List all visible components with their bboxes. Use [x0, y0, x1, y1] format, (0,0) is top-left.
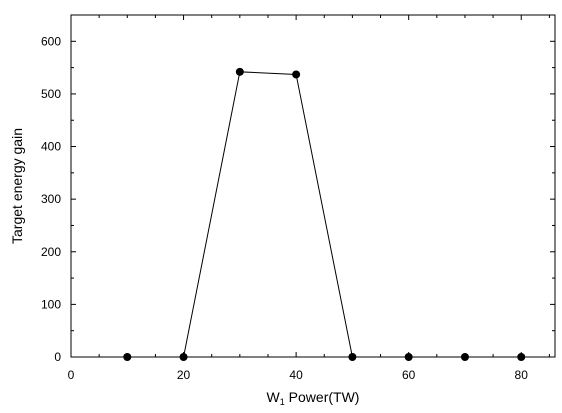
x-tick-label: 60: [402, 368, 416, 382]
x-tick-label: 40: [289, 368, 303, 382]
x-axis-title-subscript: 1: [280, 397, 285, 407]
data-series: [123, 67, 526, 361]
data-point: [179, 353, 188, 361]
data-point: [517, 353, 526, 361]
x-axis-title: W1 Power(TW): [267, 389, 360, 407]
y-ticks: 0 100 200 300 400 500 600: [41, 14, 555, 364]
x-ticks: 0 20 40 60 80: [68, 15, 550, 382]
y-tick-label: 200: [41, 245, 61, 259]
y-tick-label: 0: [54, 350, 61, 364]
data-point: [292, 70, 301, 79]
data-point: [235, 67, 244, 76]
data-point: [404, 353, 413, 361]
y-tick-label: 600: [41, 34, 61, 48]
y-tick-label: 400: [41, 140, 61, 154]
x-tick-label: 80: [515, 368, 529, 382]
x-axis-title-suffix: Power(TW): [285, 389, 360, 405]
plot-frame: [70, 14, 556, 358]
y-tick-label: 500: [41, 87, 61, 101]
y-axis-title: Target energy gain: [9, 128, 25, 244]
x-tick-label: 20: [177, 368, 191, 382]
data-point: [348, 353, 357, 361]
x-tick-label: 0: [68, 368, 75, 382]
series-line: [127, 71, 522, 358]
data-point: [123, 353, 132, 361]
data-point: [460, 353, 469, 361]
y-tick-label: 100: [41, 297, 61, 311]
y-tick-label: 300: [41, 192, 61, 206]
